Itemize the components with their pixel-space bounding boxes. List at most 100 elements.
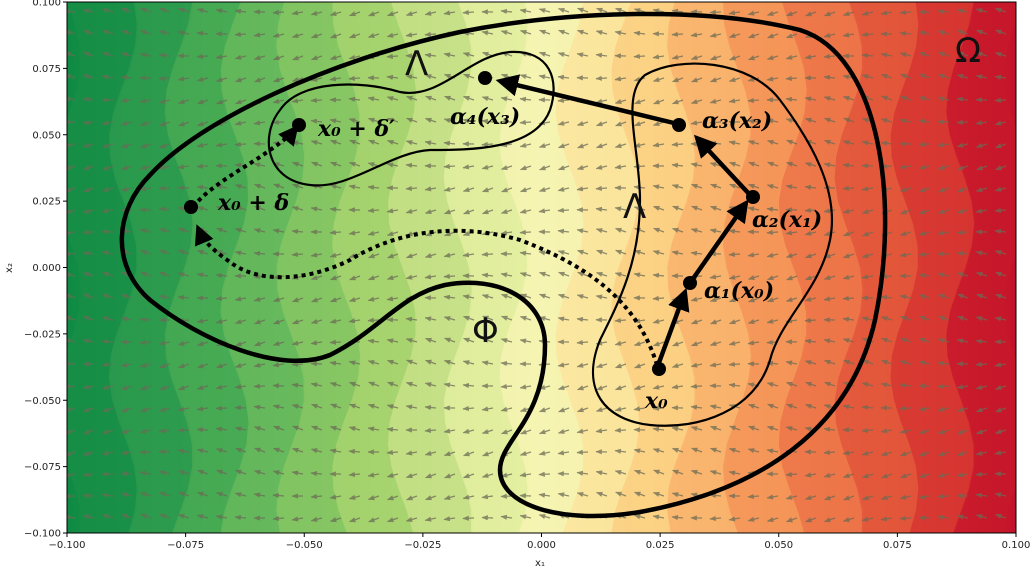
vector-arrow [291, 516, 304, 522]
vector-arrow [900, 337, 912, 343]
vector-arrow [101, 384, 114, 390]
vector-arrow [121, 407, 133, 413]
vector-arrow [804, 230, 817, 236]
point-a3 [672, 118, 686, 132]
contour-band [890, 2, 977, 533]
label-x0-delta: x₀ + δ [217, 190, 289, 216]
vector-arrow [728, 140, 741, 146]
vector-arrow [348, 161, 361, 167]
vector-arrow [671, 8, 684, 14]
vector-arrow [443, 231, 456, 237]
vector-arrow [424, 253, 437, 258]
vector-arrow [766, 425, 779, 431]
vector-arrow [348, 184, 361, 190]
vector-arrow [519, 29, 532, 35]
vector-arrow [519, 493, 532, 499]
vector-arrow [367, 96, 380, 102]
vector-arrow [747, 425, 760, 431]
vector-arrow [291, 297, 304, 303]
vector-arrow [67, 272, 76, 278]
vector-arrow [577, 143, 589, 149]
vector-arrow [67, 472, 76, 478]
vector-arrow [120, 316, 133, 322]
vector-arrow [139, 339, 152, 346]
vector-arrow [785, 494, 798, 500]
vector-arrow [234, 492, 247, 498]
vector-arrow [614, 427, 627, 433]
vector-arrow [691, 447, 703, 453]
vector-arrow [881, 337, 893, 343]
vector-arrow [576, 249, 589, 255]
vector-arrow [215, 363, 228, 369]
vector-arrow [444, 337, 456, 343]
vector-arrow [348, 318, 361, 324]
vector-arrow [538, 407, 551, 413]
vector-arrow [881, 473, 893, 479]
vector-arrow [386, 426, 399, 433]
vector-arrow [367, 403, 380, 409]
vector-arrow [405, 74, 418, 80]
vector-arrow [576, 407, 589, 413]
vector-arrow [918, 251, 931, 257]
vector-arrow [120, 385, 133, 391]
vector-arrow [558, 407, 570, 413]
vector-arrow [177, 427, 190, 433]
vector-arrow [519, 338, 532, 344]
vector-arrow [405, 316, 418, 322]
vector-arrow [976, 165, 988, 171]
vector-arrow [709, 205, 722, 211]
vector-arrow [159, 385, 171, 391]
vector-arrow [918, 429, 931, 435]
vector-arrow [177, 385, 190, 391]
vector-arrow [67, 208, 76, 214]
vector-arrow [671, 99, 684, 105]
vector-arrow [595, 470, 608, 476]
vector-arrow [348, 517, 361, 523]
vector-arrow [481, 360, 494, 366]
vector-arrow [747, 183, 760, 189]
vector-arrow [652, 54, 665, 60]
x-tick-label: 0.025 [646, 540, 675, 551]
vector-arrow [386, 231, 399, 237]
vector-arrow [139, 121, 152, 127]
vector-arrow [956, 74, 969, 80]
vector-arrow [538, 271, 551, 277]
vector-arrow [367, 296, 380, 302]
vector-arrow [482, 315, 494, 321]
vector-arrow [937, 165, 950, 170]
vector-arrow [557, 228, 570, 234]
vector-arrow [519, 208, 532, 214]
vector-arrow [918, 230, 931, 236]
vector-arrow [899, 494, 912, 500]
vector-arrow [329, 275, 342, 281]
vector-arrow [994, 429, 1007, 434]
vector-arrow [405, 253, 418, 259]
vector-arrow [671, 227, 684, 233]
vector-arrow [595, 428, 608, 434]
vector-arrow [519, 142, 532, 148]
vector-arrow [386, 162, 399, 168]
vector-arrow [956, 96, 969, 102]
vector-arrow [728, 516, 741, 522]
vector-arrow [918, 272, 931, 279]
vector-arrow [633, 491, 646, 497]
vector-arrow [500, 96, 513, 102]
vector-arrow [234, 447, 247, 453]
vector-arrow [120, 492, 133, 498]
vector-arrow [386, 53, 399, 59]
vector-arrow [709, 470, 722, 476]
contour-band [667, 2, 753, 533]
vector-arrow [462, 337, 475, 343]
vector-arrow [139, 249, 152, 255]
y-tick-label: 0.075 [32, 64, 61, 75]
vector-arrow [158, 75, 171, 82]
vector-arrow [842, 32, 855, 38]
vector-arrow [500, 272, 513, 278]
vector-arrow [349, 139, 361, 145]
vector-arrow [102, 29, 114, 35]
vector-arrow [348, 33, 361, 39]
vector-arrow [842, 295, 855, 301]
vector-arrow [405, 185, 418, 192]
vector-arrow [291, 33, 304, 39]
vector-arrow [652, 77, 665, 82]
